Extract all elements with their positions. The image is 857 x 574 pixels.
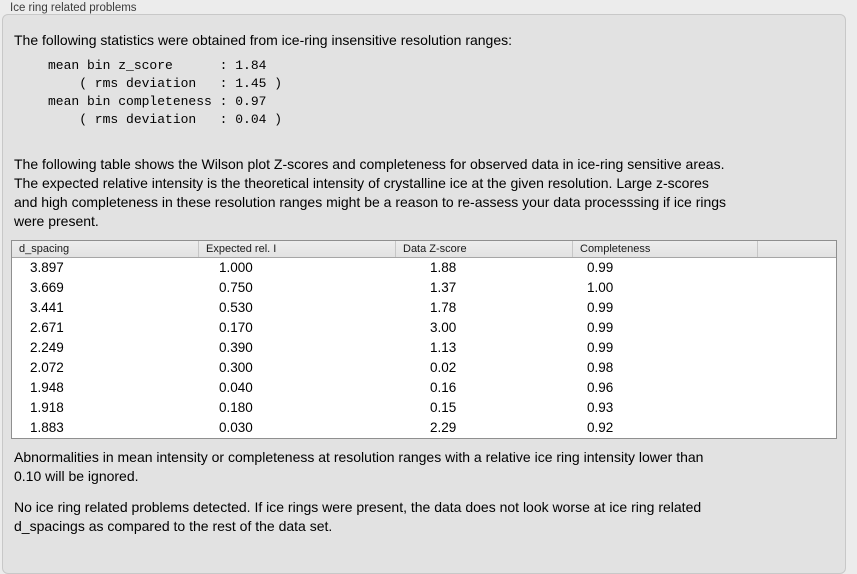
table-row[interactable]: 2.249 0.390 1.13 0.99 [12,338,836,358]
description-line: The following table shows the Wilson plo… [14,156,725,172]
cell-d-spacing: 1.883 [30,420,64,435]
cell-data-z-score: 2.29 [430,420,457,435]
cell-completeness: 0.99 [587,340,614,355]
footnote-line: 0.10 will be ignored. [14,468,139,484]
cell-expected-rel-i: 0.180 [219,400,253,415]
column-header-d-spacing[interactable]: d_spacing [12,241,199,257]
cell-expected-rel-i: 0.390 [219,340,253,355]
table-row[interactable]: 1.883 0.030 2.29 0.92 [12,418,836,438]
cell-data-z-score: 1.13 [430,340,457,355]
footnote-line: Abnormalities in mean intensity or compl… [14,449,704,465]
cell-data-z-score: 1.88 [430,260,457,275]
table-header-filler [758,241,836,257]
cell-d-spacing: 2.072 [30,360,64,375]
cell-completeness: 0.92 [587,420,614,435]
description-line: and high completeness in these resolutio… [14,194,727,210]
table-row[interactable]: 3.897 1.000 1.88 0.99 [12,258,836,278]
cell-d-spacing: 1.918 [30,400,64,415]
cell-d-spacing: 2.671 [30,320,64,335]
cell-completeness: 0.99 [587,300,614,315]
cell-completeness: 1.00 [587,280,614,295]
cell-expected-rel-i: 0.530 [219,300,253,315]
table-row[interactable]: 2.072 0.300 0.02 0.98 [12,358,836,378]
table-header-row: d_spacing Expected rel. I Data Z-score C… [12,241,836,258]
cell-completeness: 0.99 [587,260,614,275]
cell-data-z-score: 1.37 [430,280,457,295]
intro-text: The following statistics were obtained f… [14,32,513,48]
cell-completeness: 0.99 [587,320,614,335]
column-header-completeness[interactable]: Completeness [573,241,758,257]
conclusion-line: d_spacings as compared to the rest of th… [14,518,333,534]
statistics-text: mean bin z_score : 1.84 ( rms deviation … [48,58,283,127]
cell-data-z-score: 0.15 [430,400,457,415]
ice-ring-table: d_spacing Expected rel. I Data Z-score C… [11,240,837,439]
description-line: were present. [14,213,99,229]
cell-expected-rel-i: 0.040 [219,380,253,395]
table-row[interactable]: 3.669 0.750 1.37 1.00 [12,278,836,298]
cell-d-spacing: 3.441 [30,300,64,315]
cell-d-spacing: 2.249 [30,340,64,355]
cell-expected-rel-i: 1.000 [219,260,253,275]
column-header-expected-rel-i[interactable]: Expected rel. I [199,241,396,257]
column-header-data-z-score[interactable]: Data Z-score [396,241,573,257]
table-row[interactable]: 1.948 0.040 0.16 0.96 [12,378,836,398]
ice-ring-panel: The following statistics were obtained f… [2,14,846,574]
table-row[interactable]: 2.671 0.170 3.00 0.99 [12,318,836,338]
cell-expected-rel-i: 0.030 [219,420,253,435]
description-line: The expected relative intensity is the t… [14,175,709,191]
cell-d-spacing: 3.897 [30,260,64,275]
cell-d-spacing: 3.669 [30,280,64,295]
cell-data-z-score: 1.78 [430,300,457,315]
group-box-label: Ice ring related problems [10,2,137,14]
cell-d-spacing: 1.948 [30,380,64,395]
table-row[interactable]: 1.918 0.180 0.15 0.93 [12,398,836,418]
cell-completeness: 0.96 [587,380,614,395]
cell-expected-rel-i: 0.750 [219,280,253,295]
cell-expected-rel-i: 0.170 [219,320,253,335]
cell-data-z-score: 3.00 [430,320,457,335]
conclusion-line: No ice ring related problems detected. I… [14,499,702,515]
cell-completeness: 0.93 [587,400,614,415]
cell-data-z-score: 0.16 [430,380,457,395]
cell-expected-rel-i: 0.300 [219,360,253,375]
table-row[interactable]: 3.441 0.530 1.78 0.99 [12,298,836,318]
cell-completeness: 0.98 [587,360,614,375]
cell-data-z-score: 0.02 [430,360,457,375]
